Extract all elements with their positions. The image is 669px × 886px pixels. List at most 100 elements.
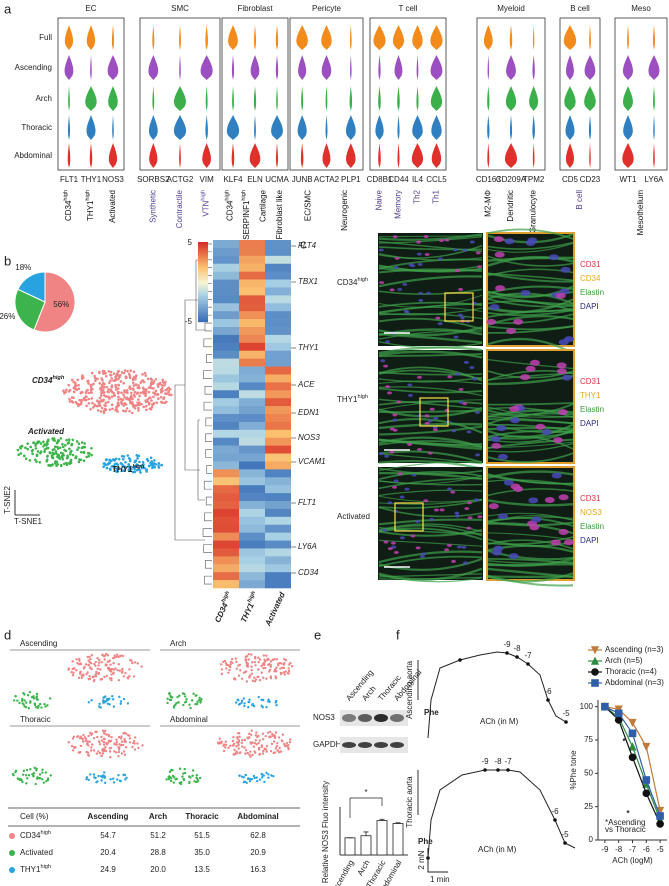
cell-nucleus bbox=[477, 515, 483, 519]
tsne-dot bbox=[128, 387, 132, 391]
tsne-dot bbox=[136, 391, 140, 395]
violin bbox=[397, 143, 400, 168]
dose-label: -9 bbox=[503, 640, 511, 649]
tsne-dot bbox=[276, 749, 279, 752]
tsne-dot bbox=[80, 390, 83, 394]
tsne-dot bbox=[128, 401, 132, 405]
table-cell: 20.9 bbox=[250, 848, 266, 857]
tsne-dot bbox=[286, 672, 289, 675]
x-tick-label: Arch bbox=[356, 859, 372, 878]
subtype-label: Cartilage bbox=[258, 189, 267, 222]
tsne-dot bbox=[270, 774, 273, 777]
tsne-dot bbox=[282, 666, 286, 670]
heat-cell bbox=[265, 564, 291, 573]
tsne-dot bbox=[82, 667, 86, 670]
tsne-dot bbox=[269, 660, 273, 663]
cell-nucleus bbox=[421, 552, 427, 556]
tsne-dot bbox=[88, 655, 91, 659]
tsne-dot bbox=[150, 386, 153, 390]
tsne-dot bbox=[109, 370, 113, 374]
violin bbox=[346, 143, 356, 168]
heat-cell bbox=[239, 311, 265, 320]
tsne-dot bbox=[101, 752, 105, 755]
cell-nucleus bbox=[476, 265, 482, 269]
heat-cell bbox=[239, 366, 265, 375]
heat-cell bbox=[265, 334, 291, 344]
tsne-dot bbox=[114, 375, 117, 379]
subtype-label-sup: high bbox=[225, 190, 231, 201]
table-cell: 24.9 bbox=[100, 865, 116, 874]
heat-cell bbox=[213, 374, 239, 383]
tsne-dot bbox=[89, 731, 92, 735]
tsne-dot bbox=[108, 381, 111, 385]
marker bbox=[628, 753, 637, 762]
tsne-dot bbox=[137, 384, 140, 387]
tsne-dot bbox=[195, 694, 198, 697]
heat-cell bbox=[239, 240, 265, 249]
elastin-fiber bbox=[378, 467, 483, 475]
tsne-dot bbox=[183, 767, 186, 771]
tsne-dot bbox=[167, 775, 171, 778]
tsne-dot bbox=[61, 445, 65, 449]
heat-cell bbox=[239, 429, 265, 439]
tsne-dot bbox=[122, 371, 126, 375]
tsne-dot bbox=[102, 743, 106, 746]
heat-cell bbox=[213, 469, 239, 478]
tsne-dot bbox=[128, 409, 131, 413]
tsne-dot bbox=[130, 391, 133, 395]
cell-nucleus bbox=[497, 513, 508, 520]
tsne-dot bbox=[133, 742, 136, 745]
tsne-dot bbox=[156, 393, 159, 397]
bar bbox=[392, 823, 404, 856]
heat-cell bbox=[239, 406, 265, 415]
colorbar bbox=[198, 268, 208, 271]
cell-nucleus bbox=[488, 503, 499, 510]
tsne-dot bbox=[164, 380, 167, 384]
band bbox=[374, 714, 388, 722]
tsne-dot bbox=[174, 703, 177, 707]
cell-nucleus bbox=[423, 499, 429, 503]
tsne-dot bbox=[195, 780, 199, 783]
elastin-fiber bbox=[378, 350, 483, 359]
tsne-dot bbox=[223, 659, 227, 663]
tsne-dot bbox=[112, 466, 116, 470]
tsne-dot bbox=[157, 464, 160, 467]
stain-label: CD31 bbox=[580, 260, 601, 269]
scale-bar bbox=[427, 848, 448, 873]
tsne-dot bbox=[24, 457, 28, 460]
heat-cell bbox=[239, 524, 265, 533]
subtype-label-sup: high bbox=[201, 190, 207, 201]
tsne-dot bbox=[229, 660, 233, 664]
tsne-dot bbox=[222, 749, 226, 753]
tsne-dot bbox=[100, 406, 104, 410]
violin bbox=[623, 115, 633, 140]
tsne-dot bbox=[102, 465, 105, 469]
violin bbox=[392, 25, 405, 50]
tsne-dot bbox=[133, 390, 137, 394]
heat-cell bbox=[265, 540, 291, 549]
tsne-dot bbox=[85, 455, 89, 459]
cell-nucleus bbox=[469, 240, 475, 244]
heat-cell bbox=[213, 556, 239, 565]
tsne-dot bbox=[91, 743, 94, 746]
y-tick-label: 25 bbox=[584, 802, 593, 811]
axis-label: T-SNE2 bbox=[3, 485, 12, 514]
tsne-dot bbox=[82, 459, 86, 462]
legend-label: Arch (n=5) bbox=[605, 656, 643, 665]
cell-nucleus bbox=[497, 453, 508, 460]
tsne-dot bbox=[109, 373, 112, 377]
tsne-dot bbox=[104, 458, 108, 462]
tsne-dot bbox=[245, 680, 249, 683]
tsne-dot bbox=[77, 387, 81, 391]
tsne-dot bbox=[254, 739, 258, 742]
tsne-dot bbox=[195, 773, 199, 777]
tsne-dot bbox=[87, 379, 90, 383]
tsne-dot bbox=[235, 750, 238, 753]
tsne-dot bbox=[228, 665, 231, 668]
violin bbox=[416, 55, 419, 80]
gene-label: LY6A bbox=[645, 175, 665, 184]
violin bbox=[152, 25, 155, 50]
tsne-dot bbox=[80, 674, 83, 677]
elastin-fiber bbox=[487, 418, 574, 425]
